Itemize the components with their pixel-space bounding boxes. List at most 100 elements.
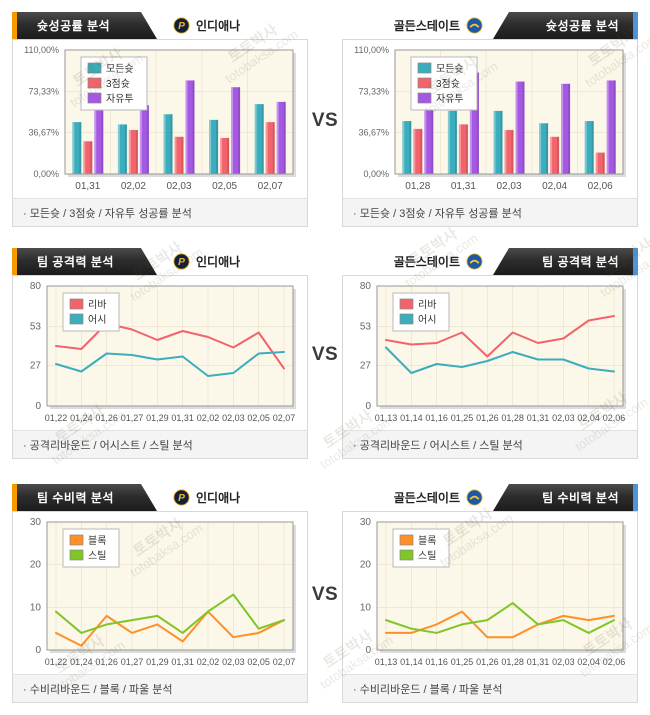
orange-accent-bar [12,12,17,39]
svg-text:02,05: 02,05 [247,413,270,423]
orange-accent-bar [12,248,17,275]
golden-state-warriors-logo [466,253,483,270]
svg-text:02,05: 02,05 [247,657,270,667]
golden-state-warriors-logo [466,489,483,506]
svg-text:02,03: 02,03 [222,413,245,423]
svg-text:27: 27 [360,361,372,372]
svg-text:리바: 리바 [88,299,106,311]
svg-text:01,26: 01,26 [476,657,499,667]
chart-caption: · 공격리바운드 / 어시스트 / 스틸 분석 [343,430,637,458]
svg-text:02,04: 02,04 [577,657,600,667]
svg-text:3점슛: 3점슛 [436,78,460,90]
svg-text:블록: 블록 [88,535,106,547]
team-left: P 인디애나 [173,248,240,275]
svg-text:자유투: 자유투 [106,93,134,105]
panel-header: 골든스테이트 슛성공률 분석 [342,12,638,39]
svg-text:73,33%: 73,33% [28,86,59,96]
svg-text:01,31: 01,31 [451,181,476,192]
svg-text:110,00%: 110,00% [354,45,389,55]
svg-text:01,16: 01,16 [425,413,448,423]
svg-text:30: 30 [30,517,42,528]
analysis-tab: 슛성공률 분석 [17,12,157,39]
svg-text:0: 0 [365,401,371,412]
chart-caption: · 공격리바운드 / 어시스트 / 스틸 분석 [13,430,307,458]
svg-text:01,25: 01,25 [451,413,474,423]
vs-label: VS [311,584,339,605]
svg-text:80: 80 [30,281,42,292]
team-left: P 인디애나 [173,484,240,511]
svg-text:02,03: 02,03 [552,657,575,667]
orange-accent-bar [12,484,17,511]
team-name: 인디애나 [196,19,241,33]
svg-text:01,13: 01,13 [375,657,398,667]
blue-accent-bar [633,484,638,511]
svg-text:02,05: 02,05 [212,181,237,192]
svg-text:3점슛: 3점슛 [106,78,130,90]
svg-text:20: 20 [360,560,372,571]
svg-text:01,31: 01,31 [171,413,194,423]
svg-text:02,06: 02,06 [603,413,626,423]
svg-text:02,06: 02,06 [588,181,613,192]
panel-offense-golden-state: 골든스테이트 팀 공격력 분석 0 27 53 80 01,13 01,14 01,16 01… [342,248,638,459]
svg-text:01,27: 01,27 [121,657,144,667]
blue-accent-bar [633,12,638,39]
svg-text:80: 80 [360,281,372,292]
svg-text:36,67%: 36,67% [28,128,59,138]
blue-accent-bar [633,248,638,275]
svg-text:02,02: 02,02 [197,657,220,667]
analysis-tab: 팀 수비력 분석 [17,484,157,511]
tab-title: 슛성공률 분석 [37,19,111,33]
panel-header: 팀 공격력 분석 P 인디애나 [12,248,308,275]
svg-text:01,29: 01,29 [146,413,169,423]
svg-text:P: P [178,493,185,504]
tab-title: 팀 수비력 분석 [542,491,619,505]
svg-text:자유투: 자유투 [436,93,464,105]
chart-box: 0 10 20 30 01,13 01,14 01,16 01,25 01,26 01,28 01,… [342,511,638,703]
chart-caption: · 수비리바운드 / 블록 / 파울 분석 [343,674,637,702]
shot-success-chart-golden-state: 0,00% 36,67% 73,33% 110,00% 01,28 01,31 02,03 0… [354,45,626,192]
indiana-pacers-logo: P [173,17,190,34]
chart-caption: · 수비리바운드 / 블록 / 파울 분석 [13,674,307,702]
svg-text:01,22: 01,22 [45,413,68,423]
chart-box: 0 10 20 30 01,22 01,24 01,26 01,27 01,29 01,31 02,… [12,511,308,703]
svg-text:01,26: 01,26 [95,657,118,667]
svg-text:리바: 리바 [418,299,436,311]
svg-text:53: 53 [30,322,42,333]
svg-text:P: P [178,21,185,32]
svg-text:0: 0 [35,645,41,656]
team-right: 골든스테이트 [394,484,483,511]
svg-text:01,26: 01,26 [476,413,499,423]
svg-text:02,07: 02,07 [273,657,296,667]
defense-chart-golden-state: 0 10 20 30 01,13 01,14 01,16 01,25 01,26 01,28 01,… [360,517,626,667]
svg-text:110,00%: 110,00% [24,45,59,55]
svg-text:01,22: 01,22 [45,657,68,667]
team-right: 골든스테이트 [394,248,483,275]
svg-text:02,03: 02,03 [496,181,521,192]
svg-text:53: 53 [360,322,372,333]
svg-text:10: 10 [360,602,372,613]
svg-text:02,07: 02,07 [273,413,296,423]
chart-caption: · 모든슛 / 3점슛 / 자유투 성공률 분석 [13,198,307,226]
chart-box: 0,00% 36,67% 73,33% 110,00% 01,31 02,02 02,03 0… [12,39,308,227]
analysis-tab: 팀 공격력 분석 [493,248,633,275]
svg-text:36,67%: 36,67% [358,128,389,138]
chart-caption: · 모든슛 / 3점슛 / 자유투 성공률 분석 [343,198,637,226]
svg-text:0,00%: 0,00% [363,169,389,179]
svg-text:01,14: 01,14 [400,657,423,667]
svg-text:02,02: 02,02 [121,181,146,192]
tab-title: 슛성공률 분석 [545,19,619,33]
svg-text:01,31: 01,31 [527,413,550,423]
team-name: 골든스테이트 [393,491,460,505]
panel-shot-success-indiana: 슛성공률 분석 P 인디애나 0,00% 36,67% 73,33% 110,00% 0… [12,12,308,227]
panel-defense-indiana: 팀 수비력 분석 P 인디애나 0 10 20 30 01,22 01,24 01,26 01… [12,484,308,703]
svg-text:01,24: 01,24 [70,657,93,667]
panel-header: 골든스테이트 팀 수비력 분석 [342,484,638,511]
tab-title: 팀 공격력 분석 [542,255,619,269]
analysis-tab: 팀 공격력 분석 [17,248,157,275]
panel-shot-success-golden-state: 골든스테이트 슛성공률 분석 0,00% 36,67% 73,33% 110,00% 0… [342,12,638,227]
svg-text:스틸: 스틸 [88,549,106,562]
svg-text:02,02: 02,02 [197,413,220,423]
offense-chart-golden-state: 0 27 53 80 01,13 01,14 01,16 01,25 01,26 01,28 01,… [360,281,626,423]
